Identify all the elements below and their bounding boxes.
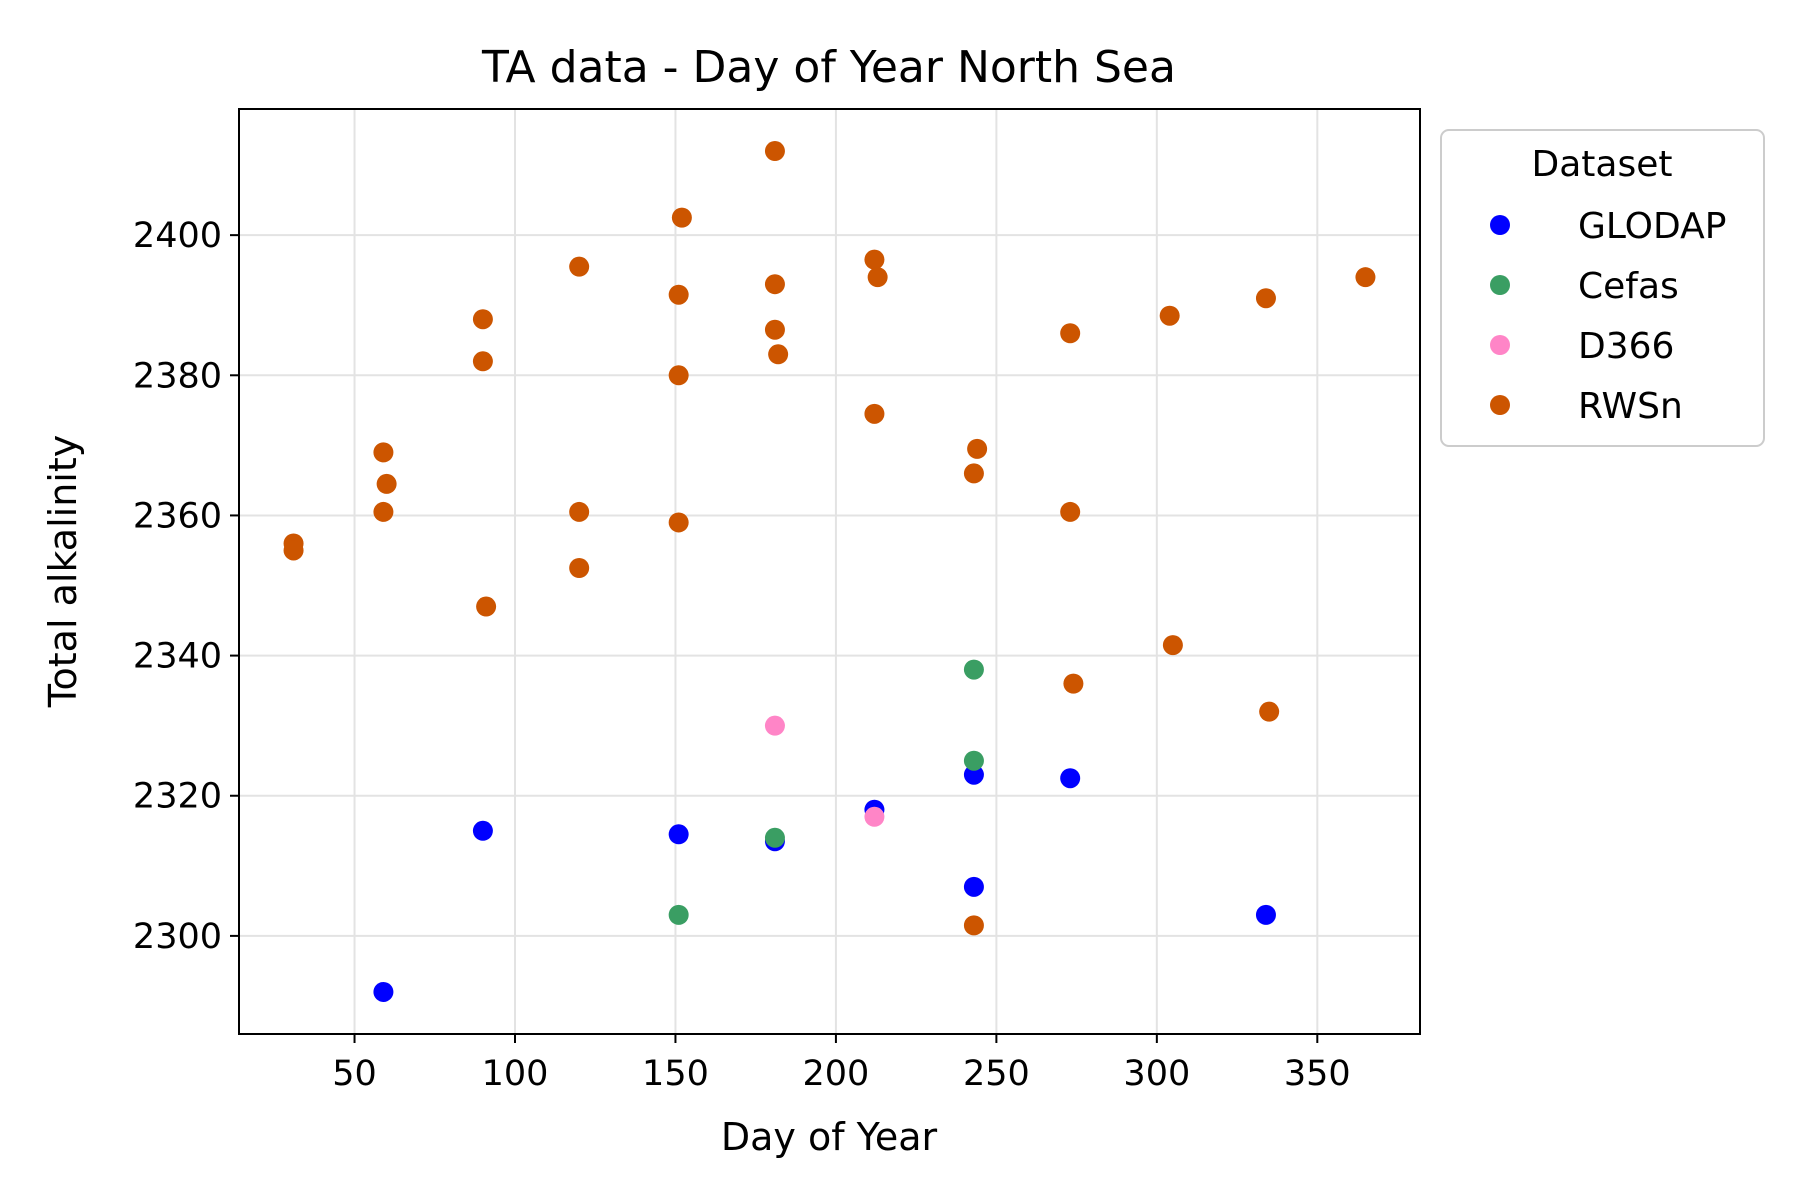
x-axis-title: Day of Year xyxy=(721,1115,938,1159)
rwsn-point xyxy=(764,319,785,340)
y-tick-label: 2380 xyxy=(133,356,222,396)
x-tick-label: 150 xyxy=(642,1054,709,1094)
rwsn-point xyxy=(1060,323,1081,344)
legend-box xyxy=(1440,129,1765,447)
rwsn-point xyxy=(768,344,789,365)
glodap-point xyxy=(472,820,493,841)
cefas-point xyxy=(668,904,689,925)
rwsn-point xyxy=(1060,501,1081,522)
glodap-point xyxy=(668,824,689,845)
legend-label-glodap: GLODAP xyxy=(1578,206,1726,247)
cefas-point xyxy=(764,827,785,848)
x-tick-label: 350 xyxy=(1284,1054,1351,1094)
d366-point xyxy=(764,715,785,736)
rwsn-point xyxy=(472,351,493,372)
rwsn-point xyxy=(373,442,394,463)
rwsn-point xyxy=(668,365,689,386)
rwsn-point xyxy=(376,473,397,494)
rwsn-point xyxy=(569,501,590,522)
rwsn-point xyxy=(668,512,689,533)
rwsn-point xyxy=(864,403,885,424)
x-tick-label: 200 xyxy=(803,1054,870,1094)
glodap-point xyxy=(963,764,984,785)
cefas-point xyxy=(963,750,984,771)
rwsn-point xyxy=(764,274,785,295)
legend-label-rwsn: RWSn xyxy=(1578,386,1683,427)
legend-marker-cefas xyxy=(1490,275,1510,295)
rwsn-point xyxy=(1255,288,1276,309)
y-tick-label: 2360 xyxy=(133,496,222,536)
y-tick-label: 2300 xyxy=(133,917,222,957)
y-tick-label: 2340 xyxy=(133,637,222,677)
x-tick-label: 100 xyxy=(482,1054,549,1094)
rwsn-point xyxy=(1159,305,1180,326)
legend: Dataset GLODAP Cefas D366 RWSn xyxy=(1440,129,1765,447)
rwsn-point xyxy=(569,256,590,277)
rwsn-point xyxy=(867,267,888,288)
rwsn-point xyxy=(671,207,692,228)
plot-frame xyxy=(238,108,1421,1035)
x-tick-label: 300 xyxy=(1123,1054,1190,1094)
rwsn-point xyxy=(864,249,885,270)
legend-label-cefas: Cefas xyxy=(1578,266,1679,307)
rwsn-point xyxy=(764,141,785,162)
rwsn-point xyxy=(1355,267,1376,288)
rwsn-point xyxy=(668,284,689,305)
y-axis-title: Total alkalinity xyxy=(41,435,85,708)
points-layer xyxy=(283,141,1376,1002)
y-tick-label: 2400 xyxy=(133,216,222,256)
rwsn-point xyxy=(476,596,497,617)
grid-layer xyxy=(239,109,1420,1034)
legend-marker-glodap xyxy=(1490,215,1510,235)
glodap-point xyxy=(963,876,984,897)
rwsn-point xyxy=(373,501,394,522)
rwsn-point xyxy=(963,463,984,484)
cefas-point xyxy=(963,659,984,680)
rwsn-point xyxy=(283,540,304,561)
chart-title: TA data - Day of Year North Sea xyxy=(481,42,1176,93)
legend-entries: GLODAP Cefas D366 RWSn xyxy=(1490,206,1726,427)
legend-label-d366: D366 xyxy=(1578,326,1674,367)
rwsn-point xyxy=(967,438,988,459)
x-tick-label: 250 xyxy=(963,1054,1030,1094)
glodap-point xyxy=(373,981,394,1002)
rwsn-point xyxy=(1162,635,1183,656)
d366-point xyxy=(864,806,885,827)
glodap-point xyxy=(1060,768,1081,789)
rwsn-point xyxy=(963,915,984,936)
legend-marker-rwsn xyxy=(1490,395,1510,415)
x-tick-label: 50 xyxy=(332,1054,377,1094)
ticks-layer: 50 100 150 200 250 300 350 2300 2320 2340 2360 2380… xyxy=(133,216,1351,1094)
legend-marker-d366 xyxy=(1490,335,1510,355)
y-tick-label: 2320 xyxy=(133,777,222,817)
legend-title: Dataset xyxy=(1532,144,1673,185)
rwsn-point xyxy=(1259,701,1280,722)
rwsn-point xyxy=(1063,673,1084,694)
rwsn-point xyxy=(569,557,590,578)
rwsn-point xyxy=(472,309,493,330)
glodap-point xyxy=(1255,904,1276,925)
